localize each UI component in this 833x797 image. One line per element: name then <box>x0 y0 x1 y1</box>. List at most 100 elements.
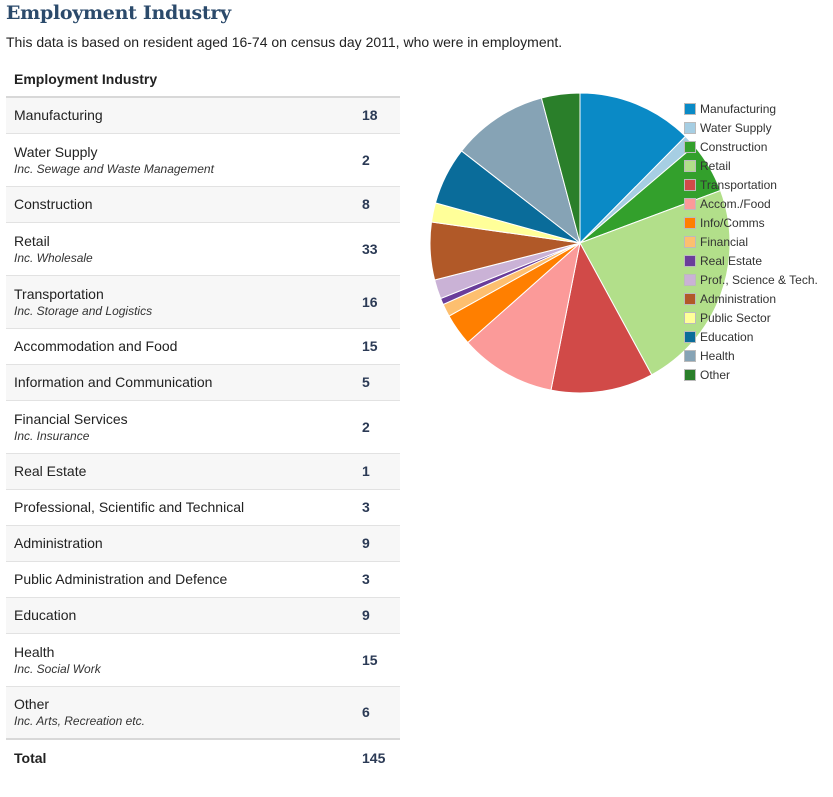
legend-swatch <box>684 140 696 153</box>
row-label-cell: Water Supply Inc. Sewage and Waste Manage… <box>6 133 354 187</box>
row-label: Health <box>14 643 55 660</box>
legend-label: Administration <box>700 291 777 306</box>
row-value: 2 <box>354 400 400 454</box>
row-value: 1 <box>354 453 400 490</box>
legend-label: Info/Comms <box>700 215 765 230</box>
table-row: Professional, Scientific and Technical 3 <box>6 489 400 526</box>
legend-item: Prof., Science & Tech. <box>684 270 818 289</box>
table-row: Retail Inc. Wholesale 33 <box>6 222 400 276</box>
pie-slice <box>540 92 581 244</box>
row-label-cell: Information and Communication <box>6 364 354 401</box>
pie-slice <box>467 241 581 391</box>
row-label: Water Supply <box>14 143 98 160</box>
row-value: 15 <box>354 328 400 365</box>
total-label: Total <box>6 738 354 776</box>
table-row: Real Estate 1 <box>6 453 400 490</box>
row-value: 5 <box>354 364 400 401</box>
legend-item: Accom./Food <box>684 194 818 213</box>
row-value: 16 <box>354 275 400 329</box>
legend-item: Financial <box>684 232 818 251</box>
row-value: 2 <box>354 133 400 187</box>
row-label: Financial Services <box>14 410 128 427</box>
row-value: 8 <box>354 186 400 223</box>
legend-swatch <box>684 330 696 343</box>
table-row: Other Inc. Arts, Recreation etc. 6 <box>6 686 400 740</box>
table-row: Education 9 <box>6 597 400 634</box>
row-value: 3 <box>354 489 400 526</box>
legend-swatch <box>684 273 696 286</box>
page-title: Employment Industry <box>6 2 231 24</box>
total-value: 145 <box>354 738 400 776</box>
table-row: Accommodation and Food 15 <box>6 328 400 365</box>
legend-swatch <box>684 349 696 362</box>
row-value: 6 <box>354 686 400 740</box>
legend-label: Transportation <box>700 177 777 192</box>
table-row: Information and Communication 5 <box>6 364 400 401</box>
row-label-cell: Real Estate <box>6 453 354 490</box>
legend-item: Manufacturing <box>684 99 818 118</box>
row-label-cell: Administration <box>6 525 354 562</box>
row-sublabel: Inc. Storage and Logistics <box>14 303 153 318</box>
pie-slice <box>579 92 687 245</box>
row-value: 15 <box>354 633 400 687</box>
row-label: Retail <box>14 232 50 249</box>
legend-item: Info/Comms <box>684 213 818 232</box>
row-label: Manufacturing <box>14 107 103 124</box>
legend-swatch <box>684 235 696 248</box>
legend-swatch <box>684 197 696 210</box>
legend-item: Other <box>684 365 818 384</box>
row-value: 3 <box>354 561 400 598</box>
legend-label: Manufacturing <box>700 101 777 116</box>
row-sublabel: Inc. Insurance <box>14 428 90 443</box>
legend-label: Financial <box>700 234 749 249</box>
row-label: Other <box>14 696 50 713</box>
table-row: Transportation Inc. Storage and Logistics… <box>6 275 400 329</box>
page-subtitle: This data is based on resident aged 16-7… <box>6 34 563 50</box>
legend-label: Other <box>700 367 731 382</box>
legend-swatch <box>684 254 696 267</box>
legend-label: Prof., Science & Tech. <box>700 272 818 287</box>
row-value: 33 <box>354 222 400 276</box>
row-label: Real Estate <box>14 463 87 479</box>
row-label-cell: Retail Inc. Wholesale <box>6 222 354 276</box>
row-value: 9 <box>354 597 400 634</box>
table-row: Manufacturing 18 <box>6 97 400 134</box>
legend-label: Real Estate <box>700 253 763 268</box>
row-label: Construction <box>14 196 93 212</box>
row-label-cell: Professional, Scientific and Technical <box>6 489 354 526</box>
row-label-cell: Education <box>6 597 354 634</box>
row-label: Administration <box>14 535 103 551</box>
legend-swatch <box>684 159 696 172</box>
pie-slice <box>550 241 653 394</box>
row-sublabel: Inc. Sewage and Waste Management <box>14 161 214 176</box>
row-label-cell: Public Administration and Defence <box>6 561 354 598</box>
row-label: Information and Communication <box>14 374 213 390</box>
legend-swatch <box>684 121 696 134</box>
legend-swatch <box>684 216 696 229</box>
table-row: Water Supply Inc. Sewage and Waste Manage… <box>6 133 400 187</box>
legend-item: Administration <box>684 289 818 308</box>
table-header: Employment Industry <box>6 62 400 98</box>
legend-label: Retail <box>700 158 731 173</box>
table-row: Administration 9 <box>6 525 400 562</box>
pie-chart <box>429 92 731 394</box>
legend-item: Public Sector <box>684 308 818 327</box>
row-label-cell: Construction <box>6 186 354 223</box>
legend-item: Retail <box>684 156 818 175</box>
legend-item: Health <box>684 346 818 365</box>
row-label: Education <box>14 607 77 623</box>
legend-label: Public Sector <box>700 310 771 325</box>
legend-label: Accom./Food <box>700 196 771 211</box>
row-value: 18 <box>354 97 400 134</box>
legend-swatch <box>684 178 696 191</box>
table-body: Manufacturing 18 Water Supply Inc. Sewage a… <box>6 97 400 740</box>
row-label: Public Administration and Defence <box>14 571 228 587</box>
legend-label: Education <box>700 329 754 344</box>
row-sublabel: Inc. Wholesale <box>14 250 93 265</box>
legend-item: Construction <box>684 137 818 156</box>
legend-swatch <box>684 368 696 381</box>
row-label: Accommodation and Food <box>14 338 178 354</box>
employment-table: Employment Industry Manufacturing 18 Water… <box>6 62 400 776</box>
row-label-cell: Transportation Inc. Storage and Logistics <box>6 275 354 329</box>
chart-legend: Manufacturing Water Supply Construction Ret… <box>684 99 818 384</box>
